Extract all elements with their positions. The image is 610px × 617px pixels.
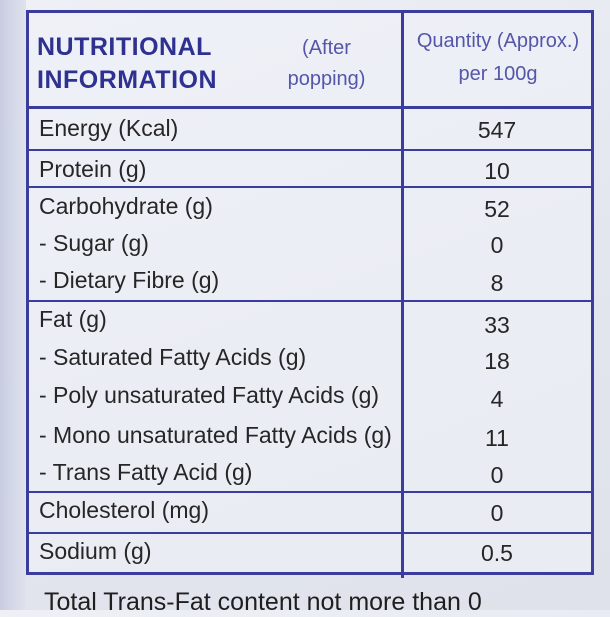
row-divider — [29, 149, 591, 151]
row-divider — [29, 532, 591, 534]
nutrient-name: - Trans Fatty Acid (g) — [39, 459, 253, 485]
nutrient-name: Carbohydrate (g) — [39, 193, 213, 219]
table-row-cholesterol: Cholesterol (mg) 0 — [29, 493, 591, 533]
nutrient-name: - Dietary Fibre (g) — [39, 267, 220, 293]
nutrient-name: - Poly unsaturated Fatty Acids (g) — [39, 382, 380, 408]
table-header: NUTRITIONAL INFORMATION (After popping) … — [29, 13, 591, 109]
table-row-protein: Protein (g) 10 — [29, 151, 591, 187]
nutrient-value: 0 — [490, 500, 504, 526]
table-row-saturated-fat: - Saturated Fatty Acids (g) 18 — [29, 340, 591, 378]
nutrient-value: 547 — [477, 117, 517, 143]
row-divider — [29, 491, 591, 493]
table-row-poly-unsaturated-fat: - Poly unsaturated Fatty Acids (g) 4 — [29, 378, 591, 416]
package-edge — [0, 0, 26, 610]
nutrition-table: NUTRITIONAL INFORMATION (After popping) … — [26, 10, 594, 578]
table-row-sugar: - Sugar (g) 0 — [29, 226, 591, 264]
table-title: NUTRITIONAL INFORMATION — [37, 33, 218, 94]
nutrient-value: 4 — [490, 386, 504, 412]
quantity-column-header: Quantity (Approx.) per 100g — [416, 30, 580, 85]
nutrient-value: 10 — [484, 158, 510, 184]
nutrient-name: Cholesterol (mg) — [39, 497, 209, 523]
table-row-trans-fat: - Trans Fatty Acid (g) 0 — [29, 454, 591, 492]
trans-fat-footnote: Total Trans-Fat content not more than 0 — [44, 588, 482, 616]
row-divider — [29, 300, 591, 302]
table-row-energy: Energy (Kcal) 547 — [29, 109, 591, 149]
nutrient-name: Sodium (g) — [39, 538, 152, 564]
nutrient-name: - Sugar (g) — [39, 230, 149, 256]
table-row-dietary-fibre: - Dietary Fibre (g) 8 — [29, 264, 591, 302]
nutrient-value: 18 — [484, 348, 510, 374]
table-row-carbohydrate: Carbohydrate (g) 52 — [29, 188, 591, 226]
nutrient-name: Fat (g) — [39, 306, 107, 332]
nutrient-name: Protein (g) — [39, 156, 147, 182]
nutrient-value: 8 — [490, 270, 504, 296]
nutrient-name: - Mono unsaturated Fatty Acids (g) — [39, 422, 392, 448]
row-divider — [29, 186, 591, 188]
after-popping-note: (After popping) — [287, 37, 366, 90]
nutrient-value: 0.5 — [481, 540, 513, 566]
nutrient-value: 11 — [485, 425, 509, 451]
column-divider — [401, 13, 404, 578]
table-row-sodium: Sodium (g) 0.5 — [29, 534, 591, 574]
nutrient-name: Energy (Kcal) — [39, 115, 179, 141]
nutrient-value: 33 — [484, 312, 510, 338]
nutrient-value: 52 — [484, 196, 510, 222]
nutrient-value: 0 — [490, 462, 504, 488]
table-row-fat: Fat (g) 33 — [29, 302, 591, 340]
nutrient-value: 0 — [490, 232, 504, 258]
nutrient-name: - Saturated Fatty Acids (g) — [39, 344, 307, 370]
table-row-mono-unsaturated-fat: - Mono unsaturated Fatty Acids (g) 11 — [29, 416, 591, 454]
